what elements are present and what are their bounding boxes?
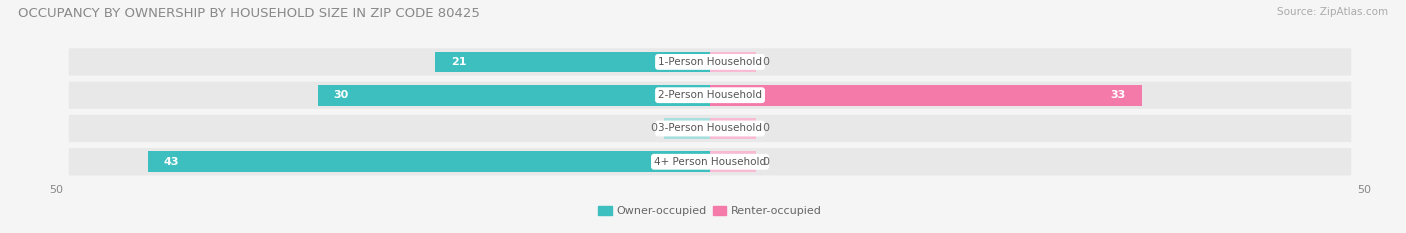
FancyBboxPatch shape: [69, 148, 1351, 175]
Bar: [710, 151, 756, 172]
Text: 3-Person Household: 3-Person Household: [658, 123, 762, 134]
Legend: Owner-occupied, Renter-occupied: Owner-occupied, Renter-occupied: [593, 202, 827, 221]
Bar: [436, 51, 710, 72]
Bar: [710, 118, 756, 139]
Text: 4+ Person Household: 4+ Person Household: [654, 157, 766, 167]
FancyBboxPatch shape: [69, 115, 1351, 142]
Text: 21: 21: [451, 57, 467, 67]
FancyBboxPatch shape: [69, 82, 1351, 109]
Text: 0: 0: [651, 123, 658, 134]
Text: 1-Person Household: 1-Person Household: [658, 57, 762, 67]
Text: OCCUPANCY BY OWNERSHIP BY HOUSEHOLD SIZE IN ZIP CODE 80425: OCCUPANCY BY OWNERSHIP BY HOUSEHOLD SIZE…: [18, 7, 481, 20]
Text: 30: 30: [333, 90, 349, 100]
Bar: [710, 51, 756, 72]
FancyBboxPatch shape: [69, 48, 1351, 75]
Text: 0: 0: [762, 157, 769, 167]
Bar: [710, 85, 1142, 106]
Text: Source: ZipAtlas.com: Source: ZipAtlas.com: [1277, 7, 1388, 17]
Text: 0: 0: [762, 57, 769, 67]
Text: 33: 33: [1111, 90, 1126, 100]
Text: 2-Person Household: 2-Person Household: [658, 90, 762, 100]
Text: 0: 0: [762, 123, 769, 134]
Bar: [148, 151, 710, 172]
Bar: [318, 85, 710, 106]
Bar: [664, 118, 710, 139]
Text: 43: 43: [163, 157, 179, 167]
